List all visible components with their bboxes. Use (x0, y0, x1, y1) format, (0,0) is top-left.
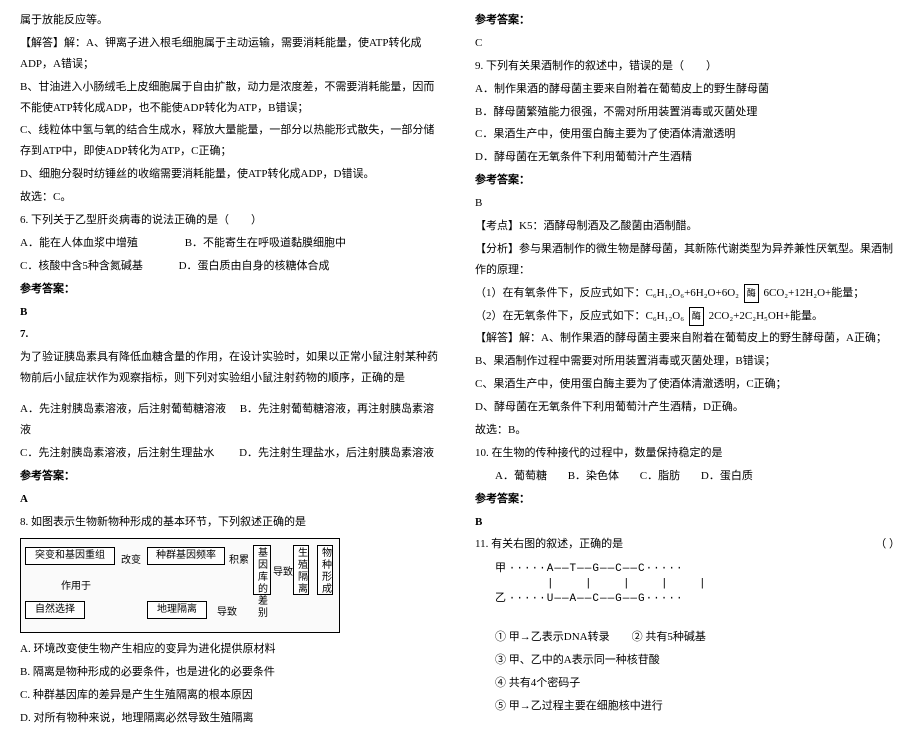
strand-label: 乙 (495, 592, 506, 604)
strand-label: 甲 (495, 562, 506, 574)
answer-8: C (475, 33, 900, 54)
formula-1: （1）在有氧条件下，反应式如下：C₆H₁₂O₆+6H₂O+6O₂ 酶 6CO₂+… (475, 283, 900, 304)
text-line: 属于放能反应等。 (20, 10, 445, 31)
option-a: A．制作果酒的酵母菌主要来自附着在葡萄皮上的野生酵母菌 (475, 79, 900, 100)
diagram-label: 作用于 (61, 577, 91, 596)
question-8: 8. 如图表示生物新物种形成的基本环节，下列叙述正确的是 (20, 512, 445, 533)
diagram-box: 种群基因频率 (147, 547, 225, 565)
option-d: D．先注射生理盐水，后注射胰岛素溶液 (239, 447, 434, 459)
option-d: D．酵母菌在无氧条件下利用葡萄汁产生酒精 (475, 147, 900, 168)
option-d: D．蛋白质 (701, 470, 753, 482)
answer-10: B (475, 512, 900, 533)
answer-label: 参考答案： (20, 466, 445, 487)
strand-seq: ·····U——A——C——G——G····· (509, 593, 684, 605)
option-b: B．不能寄生在呼吸道黏膜细胞中 (185, 237, 346, 249)
diagram-box: 自然选择 (25, 601, 85, 619)
diagram-box: 基因库的差别 (253, 545, 271, 595)
strand-jia: 甲 ·····A——T——G——C——C····· (495, 561, 755, 576)
diagram-box: 物种形成 (317, 545, 333, 595)
diagram-label: 导致 (217, 603, 237, 622)
option-a: A. 环境改变使生物产生相应的变异为进化提供原材料 (20, 639, 445, 660)
option-row: A．能在人体血浆中增殖 B．不能寄生在呼吸道黏膜细胞中 (20, 233, 445, 254)
solution-a: 【解答】解：A、制作果酒的酵母菌主要来自附着在葡萄皮上的野生酵母菌，A正确； (475, 328, 900, 349)
answer-label: 参考答案： (475, 489, 900, 510)
strand-seq: ·····A——T——G——C——C····· (509, 563, 684, 575)
answer-7: A (20, 489, 445, 510)
enzyme-box: 酶 (744, 284, 759, 303)
formula-left: （1）在有氧条件下，反应式如下：C₆H₁₂O₆+6H₂O+6O₂ (475, 287, 739, 299)
formula-left: （2）在无氧条件下，反应式如下：C₆H₁₂O₆ (475, 310, 684, 322)
dna-rna-diagram: 甲 ·····A——T——G——C——C····· | | | | | 乙 ··… (495, 561, 755, 621)
option-1-2: ① 甲→乙表示DNA转录 ② 共有5种碱基 (475, 627, 900, 648)
enzyme-box: 酶 (689, 307, 704, 326)
strand-yi: 乙 ·····U——A——C——G——G····· (495, 591, 755, 606)
left-column: 属于放能反应等。 【解答】解：A、钾离子进入根毛细胞属于主动运输，需要消耗能量，… (20, 10, 445, 731)
text-line: C、线粒体中氢与氧的结合生成水，释放大量能量，一部分以热能形式散失，一部分储存到… (20, 120, 445, 162)
question-7-num: 7. (20, 324, 445, 345)
solution-b: B、果酒制作过程中需要对所用装置消毒或灭菌处理，B错误； (475, 351, 900, 372)
question-7: 为了验证胰岛素具有降低血糖含量的作用，在设计实验时，如果以正常小鼠注射某种药物前… (20, 347, 445, 389)
option-c: C．果酒生产中，使用蛋白酶主要为了使酒体清澈透明 (475, 124, 900, 145)
question-10: 10. 在生物的传种接代的过程中，数量保持稳定的是 (475, 443, 900, 464)
question-6: 6. 下列关于乙型肝炎病毒的说法正确的是（ ） (20, 210, 445, 231)
exam-point: 【考点】K5：酒酵母制酒及乙酸菌由酒制醋。 (475, 216, 900, 237)
text-line: B、甘油进入小肠绒毛上皮细胞属于自由扩散，动力是浓度差，不需要消耗能量，因而不能… (20, 77, 445, 119)
question-11-row: 11. 有关右图的叙述，正确的是 （ ） (475, 534, 900, 555)
formula-2: （2）在无氧条件下，反应式如下：C₆H₁₂O₆ 酶 2CO₂+2C₂H₅OH+能… (475, 306, 900, 327)
answer-9: B (475, 193, 900, 214)
option-d: D. 对所有物种来说，地理隔离必然导致生殖隔离 (20, 708, 445, 729)
diagram-label: 导致 (273, 563, 293, 582)
analysis: 【分析】参与果酒制作的微生物是酵母菌，其新陈代谢类型为异养兼性厌氧型。果酒制作的… (475, 239, 900, 281)
right-column: 参考答案： C 9. 下列有关果酒制作的叙述中，错误的是（ ） A．制作果酒的酵… (475, 10, 900, 731)
option-a: A．葡萄糖 (495, 470, 547, 482)
option-b: B．染色体 (568, 470, 619, 482)
text-line: D、细胞分裂时纺锤丝的收缩需要消耗能量，使ATP转化成ADP，D错误。 (20, 164, 445, 185)
option-c: C．核酸中含5种含氮碱基 (20, 260, 143, 272)
option-4: ④ 共有4个密码子 (475, 673, 900, 694)
option-b: B. 隔离是物种形成的必要条件，也是进化的必要条件 (20, 662, 445, 683)
page: 属于放能反应等。 【解答】解：A、钾离子进入根毛细胞属于主动运输，需要消耗能量，… (0, 0, 920, 741)
solution-c: C、果酒生产中，使用蛋白酶主要为了使酒体清澈透明，C正确； (475, 374, 900, 395)
strand-bonds: | | | | | (495, 577, 755, 591)
option-row: C．核酸中含5种含氮碱基 D．蛋白质由自身的核糖体合成 (20, 256, 445, 277)
solution-end: 故选：B。 (475, 420, 900, 441)
answer-6: B (20, 302, 445, 323)
text-line: 【解答】解：A、钾离子进入根毛细胞属于主动运输，需要消耗能量，使ATP转化成AD… (20, 33, 445, 75)
solution-d: D、酵母菌在无氧条件下利用葡萄汁产生酒精，D正确。 (475, 397, 900, 418)
option-c: C．脂肪 (640, 470, 680, 482)
answer-label: 参考答案： (475, 10, 900, 31)
question-9: 9. 下列有关果酒制作的叙述中，错误的是（ ） (475, 56, 900, 77)
option-row: C．先注射胰岛素溶液，后注射生理盐水 D．先注射生理盐水，后注射胰岛素溶液 (20, 443, 445, 464)
option-b: B．酵母菌繁殖能力很强，不需对所用装置消毒或灭菌处理 (475, 102, 900, 123)
spacer (20, 391, 445, 397)
answer-label: 参考答案： (475, 170, 900, 191)
answer-blank: （ ） (875, 534, 900, 555)
option-row: A．葡萄糖 B．染色体 C．脂肪 D．蛋白质 (475, 466, 900, 487)
formula-right: 6CO₂+12H₂O+能量； (764, 287, 865, 299)
option-3: ③ 甲、乙中的A表示同一种核苷酸 (475, 650, 900, 671)
diagram-label: 积累 (229, 551, 249, 570)
diagram-box: 突变和基因重组 (25, 547, 115, 565)
option-d: D．蛋白质由自身的核糖体合成 (179, 260, 330, 272)
option-c: C. 种群基因库的差异是产生生殖隔离的根本原因 (20, 685, 445, 706)
diagram-box: 地理隔离 (147, 601, 207, 619)
option-c: C．先注射胰岛素溶液，后注射生理盐水 (20, 447, 214, 459)
diagram-label: 改变 (121, 551, 141, 570)
diagram-box: 生殖隔离 (293, 545, 309, 595)
option-5: ⑤ 甲→乙过程主要在细胞核中进行 (475, 696, 900, 717)
option-a: A．先注射胰岛素溶液，后注射葡萄糖溶液 (20, 403, 226, 415)
option-a: A．能在人体血浆中增殖 (20, 237, 138, 249)
option-row: A．先注射胰岛素溶液，后注射葡萄糖溶液 B．先注射葡萄糖溶液，再注射胰岛素溶液 (20, 399, 445, 441)
formula-right: 2CO₂+2C₂H₅OH+能量。 (709, 310, 823, 322)
text-line: 故选：C。 (20, 187, 445, 208)
question-11: 11. 有关右图的叙述，正确的是 (475, 534, 623, 555)
answer-label: 参考答案： (20, 279, 445, 300)
species-formation-diagram: 突变和基因重组 改变 种群基因频率 积累 基因库的差别 导致 生殖隔离 物种形成… (20, 538, 340, 633)
